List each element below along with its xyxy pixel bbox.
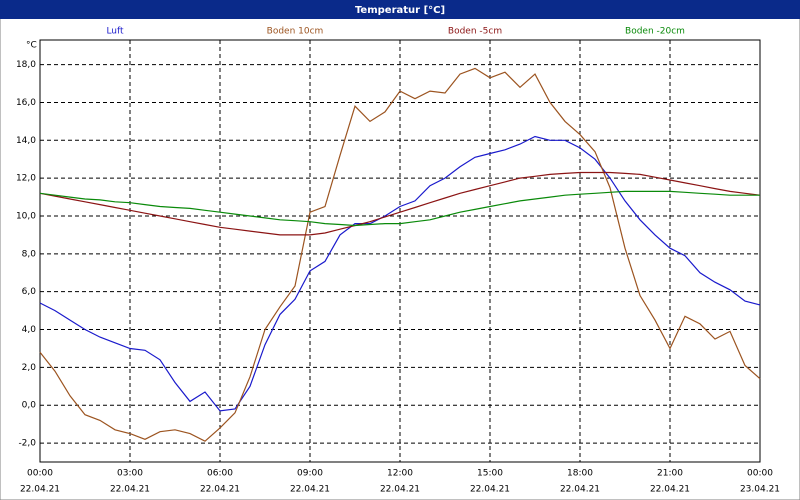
y-tick-label: 10,0 [16,211,36,221]
x-tick-label: 21:00 [657,469,683,479]
y-tick-label: 0,0 [22,401,37,411]
x-tick-date: 22.04.21 [650,485,690,495]
legend-entry: Luft [106,27,124,37]
line-series [39,135,761,412]
x-tick-label: 09:00 [297,469,323,479]
x-tick-label: 15:00 [477,469,503,479]
x-tick-date: 22.04.21 [290,485,330,495]
x-tick-date: 22.04.21 [20,485,60,495]
y-tick-label: 16,0 [16,98,36,108]
y-axis-unit: °C [26,41,37,51]
y-tick-label: 2,0 [22,363,37,373]
x-tick-label: 06:00 [207,469,233,479]
y-tick-label: 18,0 [16,60,36,70]
x-tick-date: 23.04.21 [740,485,780,495]
x-tick-date: 22.04.21 [200,485,240,495]
legend-entry: Boden 10cm [267,27,324,37]
line-series [39,190,760,227]
y-tick-label: -2,0 [18,439,36,449]
x-tick-label: 00:00 [747,469,773,479]
legend-entry: Boden -5cm [448,27,502,37]
x-tick-label: 12:00 [387,469,413,479]
line-series [39,171,761,236]
y-tick-label: 8,0 [22,249,37,259]
y-tick-label: 12,0 [16,174,36,184]
x-tick-date: 22.04.21 [380,485,420,495]
y-tick-label: 14,0 [16,136,36,146]
x-tick-date: 22.04.21 [470,485,510,495]
y-tick-label: 4,0 [22,325,37,335]
chart-title: Temperatur [°C] [355,5,445,16]
line-series [39,67,761,442]
x-tick-label: 03:00 [117,469,143,479]
x-tick-date: 22.04.21 [110,485,150,495]
x-tick-label: 18:00 [567,469,593,479]
title-bar [0,0,800,19]
x-tick-date: 22.04.21 [560,485,600,495]
x-tick-label: 00:00 [27,469,53,479]
y-tick-label: 6,0 [22,287,37,297]
legend-entry: Boden -20cm [625,27,685,37]
